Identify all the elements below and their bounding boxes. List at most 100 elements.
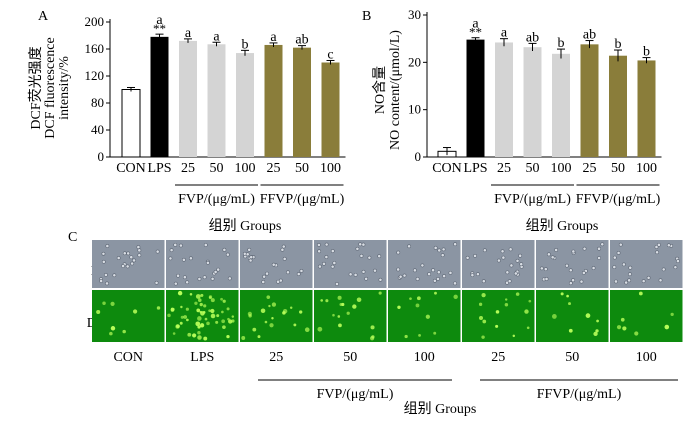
dcf-cell bbox=[352, 304, 357, 309]
bf-cell bbox=[125, 264, 130, 269]
x-tick-label: LPS bbox=[463, 161, 487, 176]
bf-cell bbox=[396, 250, 401, 255]
dcf-cell bbox=[199, 323, 205, 328]
dcf-cell bbox=[289, 306, 293, 309]
x-tick-label: 50 bbox=[526, 161, 540, 176]
dcf-cell bbox=[528, 299, 532, 303]
bf-cell bbox=[627, 278, 632, 283]
bf-cell bbox=[518, 253, 523, 258]
bf-cell bbox=[448, 270, 453, 275]
significance-letter: b bbox=[242, 37, 249, 52]
bf-cell bbox=[442, 274, 447, 278]
bf-cell bbox=[182, 275, 187, 280]
bf-cell bbox=[373, 268, 377, 273]
bf-cell bbox=[154, 280, 159, 285]
x-tick-label: 100 bbox=[320, 161, 341, 176]
bf-cell bbox=[367, 255, 372, 260]
bf-cell bbox=[624, 280, 629, 285]
micrograph-grid bbox=[92, 240, 683, 342]
dcf-cell bbox=[593, 331, 598, 337]
bar-3 bbox=[495, 42, 513, 157]
y-tick-label: 20 bbox=[408, 54, 421, 69]
panel-a-letter: A bbox=[38, 9, 49, 24]
dcf-cell bbox=[228, 319, 233, 324]
bf-cell bbox=[571, 278, 576, 283]
bf-cell bbox=[202, 275, 207, 280]
dcf-cell bbox=[194, 301, 198, 305]
bf-cell bbox=[407, 244, 411, 249]
x-tick-label: 25 bbox=[497, 161, 511, 176]
bf-cell bbox=[481, 279, 486, 284]
bf-cell bbox=[173, 242, 178, 247]
panel-b-ylabel-en: NO content/(μmol/L) bbox=[388, 30, 403, 150]
dcf-cell bbox=[482, 319, 487, 324]
dcf-cell bbox=[222, 299, 226, 303]
y-tick-label: 0 bbox=[415, 149, 422, 164]
dcf-cell bbox=[197, 331, 201, 335]
dcf-cell bbox=[271, 317, 274, 320]
bf-cell bbox=[628, 272, 632, 277]
bf-cell bbox=[359, 253, 364, 258]
bf-cell bbox=[658, 278, 663, 283]
dcf-image-6 bbox=[462, 290, 535, 342]
bf-cell bbox=[402, 273, 407, 278]
dcf-cell bbox=[226, 334, 230, 339]
x-tick-label: 100 bbox=[235, 161, 256, 176]
panel-c-group-labels: FVP/(μg/mL) FFVP/(μg/mL) bbox=[258, 379, 678, 402]
dcf-cell bbox=[132, 309, 138, 314]
bf-cell bbox=[396, 267, 401, 272]
panel-b-y-axis-label: NO含量 NO content/(μmol/L) bbox=[372, 30, 403, 150]
bf-cell bbox=[501, 255, 506, 260]
significance-letter: a bbox=[472, 17, 479, 32]
dcf-cell bbox=[208, 296, 212, 299]
y-tick-label: 40 bbox=[91, 122, 104, 137]
dcf-cell bbox=[206, 321, 210, 326]
bf-cell bbox=[453, 281, 457, 286]
bf-cell bbox=[203, 243, 208, 247]
column-label: LPS bbox=[190, 350, 214, 365]
dcf-cell bbox=[172, 332, 176, 335]
significance-letter: c bbox=[327, 47, 333, 62]
dcf-cell bbox=[568, 328, 573, 333]
bf-cell bbox=[507, 279, 512, 284]
bf-cell bbox=[137, 248, 142, 253]
bf-cell bbox=[412, 268, 417, 273]
bf-cell bbox=[616, 250, 621, 255]
dcf-image-2 bbox=[166, 290, 239, 342]
y-tick-label: 10 bbox=[408, 102, 421, 117]
bar-2 bbox=[150, 36, 169, 157]
bf-cell bbox=[539, 266, 544, 271]
bf-cell bbox=[546, 252, 551, 257]
panel-b-x-tick-labels: CON LPS 25 50 100 25 50 100 bbox=[432, 161, 657, 176]
bf-cell bbox=[112, 273, 117, 278]
dcf-cell bbox=[320, 299, 324, 302]
bf-cell bbox=[453, 242, 458, 247]
dcf-cell bbox=[524, 309, 529, 314]
dcf-cell bbox=[433, 331, 437, 335]
dcf-cell bbox=[299, 310, 303, 314]
bf-cell bbox=[612, 255, 617, 260]
bf-cell bbox=[248, 258, 253, 263]
panel-a-ylabel-cn: DCF荧光强度 bbox=[27, 46, 44, 129]
dcf-cell bbox=[634, 331, 639, 336]
bf-cell bbox=[122, 251, 127, 256]
bf-cell bbox=[641, 279, 646, 284]
bf-cell bbox=[661, 267, 666, 272]
bar-1 bbox=[121, 89, 141, 158]
bf-cell bbox=[377, 254, 382, 259]
significance-letter: ab bbox=[526, 30, 539, 45]
dcf-cell bbox=[664, 324, 670, 330]
bar-3 bbox=[179, 40, 197, 157]
dcf-cell bbox=[199, 302, 203, 307]
dcf-cell bbox=[478, 302, 483, 306]
dcf-cell bbox=[180, 315, 184, 319]
significance-letter: a bbox=[213, 29, 220, 44]
bf-cell bbox=[169, 248, 174, 253]
bf-cell bbox=[564, 263, 569, 268]
bf-cell bbox=[496, 258, 501, 263]
bf-cell bbox=[185, 280, 190, 285]
bar-5 bbox=[552, 53, 570, 157]
bf-cell bbox=[544, 277, 549, 281]
